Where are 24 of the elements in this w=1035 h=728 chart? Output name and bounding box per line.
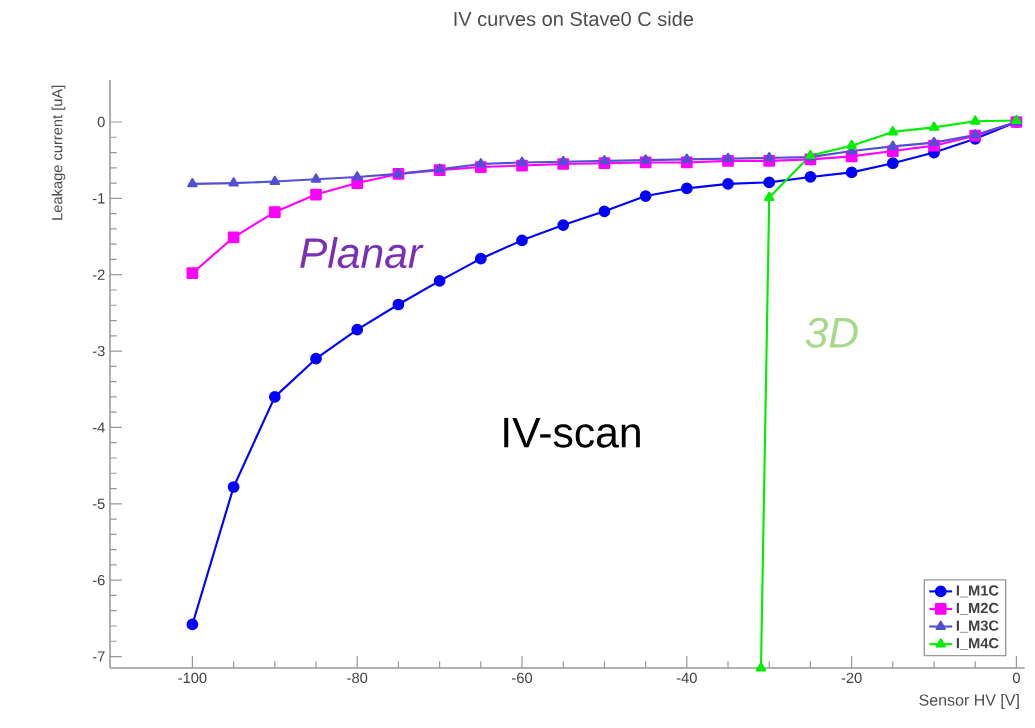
y-tick-label: 0 <box>97 116 105 128</box>
x-tick-label: -20 <box>841 672 862 684</box>
y-tick-label: -3 <box>92 345 105 357</box>
y-tick-label: -6 <box>92 574 105 586</box>
x-tick-label: -60 <box>512 672 533 684</box>
annotation: 3D <box>805 317 858 348</box>
legend-label: I_M4C <box>956 638 999 651</box>
legend-label: I_M3C <box>956 620 999 633</box>
x-tick-label: -40 <box>676 672 697 684</box>
annotation: Planar <box>300 236 424 269</box>
legend-label: I_M2C <box>956 602 999 615</box>
legend-label: I_M1C <box>956 585 999 598</box>
x-tick-label: -80 <box>347 672 368 684</box>
y-axis-title: Leakage current [uA] <box>51 85 66 220</box>
x-axis-title: Sensor HV [V] <box>919 694 1019 709</box>
chart-title: IV curves on Stave0 C side <box>454 11 694 27</box>
y-tick-label: -4 <box>92 422 105 433</box>
y-tick-label: -5 <box>92 498 105 509</box>
x-tick-label: -100 <box>178 672 207 684</box>
annotation: IV-scan <box>504 417 640 448</box>
y-tick-label: -7 <box>92 651 105 662</box>
y-tick-label: -2 <box>92 269 105 280</box>
x-tick-label: 0 <box>1012 672 1020 684</box>
y-tick-label: -1 <box>92 193 105 204</box>
